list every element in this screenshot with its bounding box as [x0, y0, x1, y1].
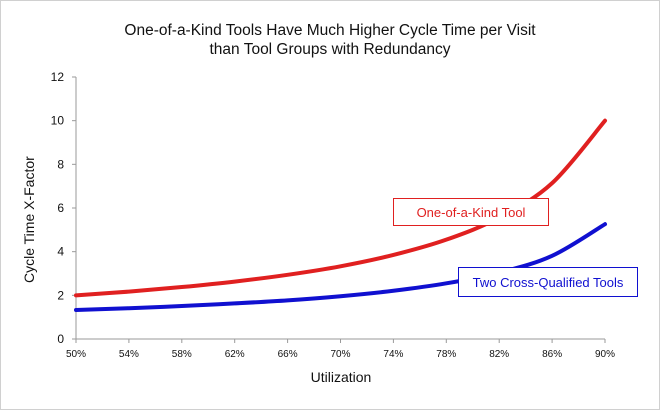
x-tick-label: 82%	[489, 349, 509, 360]
x-axis-label: Utilization	[310, 369, 372, 385]
x-tick-label: 62%	[225, 349, 245, 360]
x-tick-label: 70%	[330, 349, 350, 360]
axes: 0 2 4 6 8 10 12 50% 54% 58% 62% 66% 70% 74% 78% 82% 86% 9…	[51, 70, 615, 360]
y-tick-label: 10	[51, 114, 65, 128]
legend-callout-one-of-a-kind-tool: One-of-a-Kind Tool	[393, 198, 549, 226]
y-tick-label: 4	[57, 245, 64, 259]
x-tick-label: 74%	[383, 349, 403, 360]
y-tick-label: 6	[57, 201, 64, 215]
y-tick-label: 8	[57, 157, 64, 171]
y-tick-label: 0	[57, 332, 64, 346]
x-tick-label: 58%	[172, 349, 192, 360]
x-tick-label: 90%	[595, 349, 615, 360]
x-tick-label: 54%	[119, 349, 139, 360]
chart-title-line-2: than Tool Groups with Redundancy	[209, 41, 451, 58]
x-tick-label: 66%	[278, 349, 298, 360]
x-tick-label: 50%	[66, 349, 86, 360]
chart-title-line-1: One-of-a-Kind Tools Have Much Higher Cyc…	[124, 22, 536, 39]
y-tick-label: 2	[57, 288, 64, 302]
legend-callout-two-cross-qualified-tools: Two Cross-Qualified Tools	[458, 267, 638, 297]
y-tick-label: 12	[51, 70, 65, 84]
chart-title: One-of-a-Kind Tools Have Much Higher Cyc…	[1, 21, 659, 59]
x-tick-label: 78%	[436, 349, 456, 360]
x-tick-label: 86%	[542, 349, 562, 360]
